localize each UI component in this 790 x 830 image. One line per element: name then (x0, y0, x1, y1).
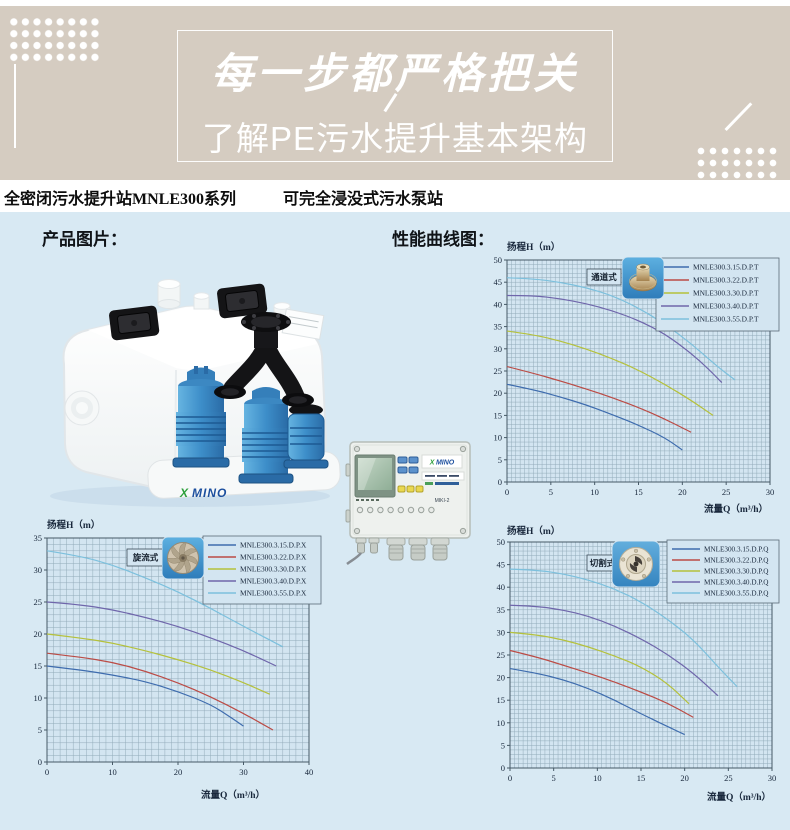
svg-text:通道式: 通道式 (591, 272, 617, 282)
svg-text:45: 45 (494, 277, 503, 287)
svg-text:25: 25 (724, 773, 733, 783)
cutter-impeller-photo (611, 540, 661, 588)
slash-icon (724, 102, 753, 131)
svg-text:35: 35 (494, 322, 503, 332)
svg-text:20: 20 (678, 487, 687, 497)
svg-text:旋流式: 旋流式 (132, 553, 159, 563)
banner-title: 每一步都严格把关 (210, 50, 579, 97)
banner-border-box (177, 30, 613, 162)
svg-text:20: 20 (497, 673, 506, 683)
controller-model-text: MIKI-2 (435, 498, 450, 504)
controller-illustration: X MINO MIKI-2 (345, 441, 471, 565)
svg-text:MNLE300.3.22.D.P.Q: MNLE300.3.22.D.P.Q (704, 557, 769, 565)
svg-text:MNLE300.3.40.D.P.T: MNLE300.3.40.D.P.T (693, 302, 759, 311)
svg-text:50: 50 (497, 537, 506, 547)
brand-logo: X MINO (179, 486, 227, 500)
svg-text:25: 25 (497, 650, 506, 660)
svg-text:0: 0 (505, 487, 509, 497)
channel-impeller-photo (621, 256, 665, 300)
svg-text:0: 0 (498, 477, 502, 487)
svg-text:30: 30 (34, 565, 43, 575)
svg-text:15: 15 (497, 695, 506, 705)
curves-label: 性能曲线图： (392, 230, 494, 249)
svg-text:5: 5 (501, 740, 505, 750)
svg-text:10: 10 (34, 693, 43, 703)
svg-text:MNLE300.3.30.D.P.X: MNLE300.3.30.D.P.X (240, 565, 307, 574)
svg-text:0: 0 (45, 767, 49, 777)
vertical-line-decoration (14, 64, 16, 148)
svg-text:流量Q（m³/h）: 流量Q（m³/h） (704, 503, 768, 515)
svg-text:25: 25 (722, 487, 731, 497)
product-photo: X MINO (30, 244, 350, 516)
svg-text:20: 20 (494, 388, 503, 398)
svg-text:45: 45 (497, 560, 506, 570)
svg-text:50: 50 (494, 255, 503, 265)
svg-text:30: 30 (766, 487, 775, 497)
series-subtitle: 可完全浸没式污水泵站 (283, 191, 444, 208)
svg-text:MNLE300.3.30.D.P.T: MNLE300.3.30.D.P.T (693, 289, 759, 298)
svg-text:扬程H（m）: 扬程H（m） (47, 519, 100, 531)
svg-text:15: 15 (494, 410, 503, 420)
performance-chart-channel: 0 5 10 15 20 25 30 0 5 10 15 20 25 30 35 40 45 50 扬程H（m） 流量… (483, 228, 788, 520)
svg-text:15: 15 (34, 661, 43, 671)
svg-text:5: 5 (498, 455, 502, 465)
svg-text:5: 5 (38, 725, 42, 735)
svg-text:MNLE300.3.22.D.P.T: MNLE300.3.22.D.P.T (693, 276, 759, 285)
svg-text:20: 20 (34, 629, 43, 639)
vortex-impeller-photo (161, 536, 205, 580)
lifting-station-illustration: X MINO (50, 279, 341, 507)
banner-subtitle: 了解PE污水提升基本架构 (201, 120, 589, 157)
svg-text:10: 10 (108, 767, 117, 777)
svg-text:30: 30 (494, 344, 503, 354)
svg-text:MNLE300.3.15.D.P.Q: MNLE300.3.15.D.P.Q (704, 546, 769, 554)
svg-text:10: 10 (497, 718, 506, 728)
svg-text:MNLE300.3.40.D.P.Q: MNLE300.3.40.D.P.Q (704, 579, 769, 587)
svg-text:35: 35 (34, 533, 43, 543)
product-image-label: 产品图片： (42, 230, 127, 249)
svg-text:5: 5 (552, 773, 556, 783)
svg-text:20: 20 (174, 767, 183, 777)
main-section: 产品图片： 性能曲线图： (0, 212, 790, 830)
svg-text:25: 25 (34, 597, 43, 607)
svg-text:MNLE300.3.55.D.P.X: MNLE300.3.55.D.P.X (240, 589, 307, 598)
series-title: 全密闭污水提升站MNLE300系列 (4, 191, 237, 208)
svg-text:40: 40 (305, 767, 314, 777)
svg-text:25: 25 (494, 366, 503, 376)
svg-text:30: 30 (239, 767, 248, 777)
svg-text:35: 35 (497, 605, 506, 615)
svg-text:MNLE300.3.40.D.P.X: MNLE300.3.40.D.P.X (240, 577, 307, 586)
svg-text:MNLE300.3.15.D.P.T: MNLE300.3.15.D.P.T (693, 263, 759, 272)
dots-pattern-icon (8, 16, 102, 64)
svg-text:5: 5 (549, 487, 553, 497)
dots-pattern-icon (695, 145, 780, 182)
svg-text:40: 40 (494, 299, 503, 309)
svg-text:扬程H（m）: 扬程H（m） (507, 241, 560, 253)
header-strip: 全密闭污水提升站MNLE300系列 可完全浸没式污水泵站 (0, 180, 790, 212)
controller-brand-logo: X MINO (429, 460, 455, 467)
svg-text:15: 15 (637, 773, 646, 783)
svg-text:流量Q（m³/h）: 流量Q（m³/h） (201, 789, 265, 801)
svg-text:MNLE300.3.30.D.P.Q: MNLE300.3.30.D.P.Q (704, 568, 769, 576)
svg-text:10: 10 (590, 487, 599, 497)
banner: 每一步都严格把关 了解PE污水提升基本架构 (0, 6, 790, 182)
svg-text:扬程H（m）: 扬程H（m） (507, 525, 560, 537)
svg-text:MNLE300.3.55.D.P.T: MNLE300.3.55.D.P.T (693, 315, 759, 324)
svg-text:MNLE300.3.15.D.P.X: MNLE300.3.15.D.P.X (240, 541, 307, 550)
svg-text:30: 30 (768, 773, 777, 783)
svg-text:20: 20 (680, 773, 689, 783)
svg-text:10: 10 (593, 773, 602, 783)
svg-text:30: 30 (497, 627, 506, 637)
svg-text:切割式: 切割式 (590, 558, 616, 568)
svg-text:MNLE300.3.55.D.P.Q: MNLE300.3.55.D.P.Q (704, 590, 769, 598)
svg-text:MNLE300.3.22.D.P.X: MNLE300.3.22.D.P.X (240, 553, 307, 562)
svg-text:0: 0 (508, 773, 512, 783)
svg-text:流量Q（m³/h）: 流量Q（m³/h） (707, 791, 771, 803)
svg-text:10: 10 (494, 433, 503, 443)
svg-text:0: 0 (501, 763, 505, 773)
svg-text:15: 15 (634, 487, 643, 497)
controller-box: X MINO MIKI-2 (342, 436, 478, 566)
svg-text:40: 40 (497, 582, 506, 592)
svg-text:0: 0 (38, 757, 42, 767)
